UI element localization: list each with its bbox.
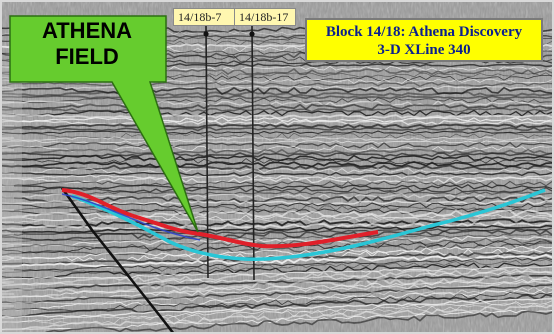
athena-field-label: ATHENA FIELD bbox=[8, 18, 166, 70]
seismic-reflector bbox=[0, 228, 553, 242]
seismic-reflector bbox=[0, 183, 553, 190]
seismic-reflector bbox=[0, 186, 553, 194]
athena-line-2: FIELD bbox=[55, 44, 119, 69]
seismic-reflector bbox=[0, 254, 553, 269]
section-title-box: Block 14/18: Athena Discovery 3-D XLine … bbox=[305, 18, 543, 62]
seismic-reflector bbox=[0, 81, 553, 88]
seismic-reflector bbox=[0, 293, 553, 318]
seismic-reflector bbox=[0, 274, 553, 291]
seismic-reflector bbox=[0, 126, 553, 132]
seismic-reflector bbox=[0, 116, 553, 123]
seismic-reflector bbox=[0, 174, 553, 180]
seismic-reflector bbox=[0, 242, 553, 256]
seismic-reflector bbox=[0, 235, 553, 247]
seismic-reflector bbox=[0, 233, 553, 243]
seismic-reflector bbox=[0, 283, 553, 304]
seismic-reflector bbox=[0, 180, 553, 187]
seismic-reflector bbox=[0, 123, 553, 129]
well-marker bbox=[249, 31, 255, 37]
seismic-reflector bbox=[0, 141, 553, 149]
seismic-reflector bbox=[0, 227, 553, 236]
seismic-reflector bbox=[0, 298, 552, 318]
seismic-reflector bbox=[0, 278, 553, 298]
seismic-reflector bbox=[0, 209, 553, 220]
seismic-reflector bbox=[0, 130, 553, 135]
seismic-reflector bbox=[0, 190, 553, 196]
seismic-reflector bbox=[0, 267, 553, 286]
well-label-14-18b-7: 14/18b-7 bbox=[173, 8, 235, 26]
seismic-reflector bbox=[0, 300, 553, 323]
seismic-reflector bbox=[0, 218, 553, 229]
well-label-14-18b-17: 14/18b-17 bbox=[234, 8, 296, 26]
depth-scale bbox=[0, 60, 22, 332]
seismic-reflector bbox=[0, 86, 553, 95]
seismic-reflector bbox=[0, 202, 553, 209]
seismic-reflector bbox=[27, 310, 553, 334]
seismic-reflector bbox=[0, 119, 553, 126]
seismic-reflector bbox=[0, 161, 553, 168]
blue-horizon bbox=[61, 193, 201, 241]
athena-field-callout bbox=[9, 15, 199, 233]
seismic-reflector bbox=[0, 257, 553, 272]
well-path-14-18b-17 bbox=[251, 25, 255, 281]
seismic-reflector bbox=[0, 154, 553, 162]
seismic-reflector bbox=[0, 193, 553, 200]
section-title-line-2: 3-D XLine 340 bbox=[377, 42, 471, 58]
seismic-reflector bbox=[0, 136, 553, 142]
section-title-line-1: Block 14/18: Athena Discovery bbox=[325, 24, 523, 40]
seismic-reflector bbox=[0, 103, 552, 111]
seismic-reflector bbox=[0, 262, 553, 279]
well-marker bbox=[203, 31, 209, 37]
seismic-reflector bbox=[0, 266, 553, 281]
seismic-reflector bbox=[0, 270, 553, 287]
cyan-horizon bbox=[71, 188, 546, 261]
seismic-reflector bbox=[0, 95, 553, 100]
seismic-reflector bbox=[0, 245, 553, 260]
seismic-reflector bbox=[0, 90, 553, 98]
red-horizon bbox=[61, 188, 379, 249]
seismic-reflector bbox=[0, 85, 553, 90]
seismic-reflector bbox=[0, 167, 553, 174]
seismic-reflector bbox=[0, 145, 553, 152]
athena-line-1: ATHENA bbox=[41, 18, 133, 43]
seismic-reflector bbox=[0, 109, 553, 117]
fault-line bbox=[60, 187, 176, 334]
seismic-reflector bbox=[0, 97, 553, 104]
seismic-reflector bbox=[0, 171, 553, 177]
seismic-reflector bbox=[0, 304, 553, 331]
